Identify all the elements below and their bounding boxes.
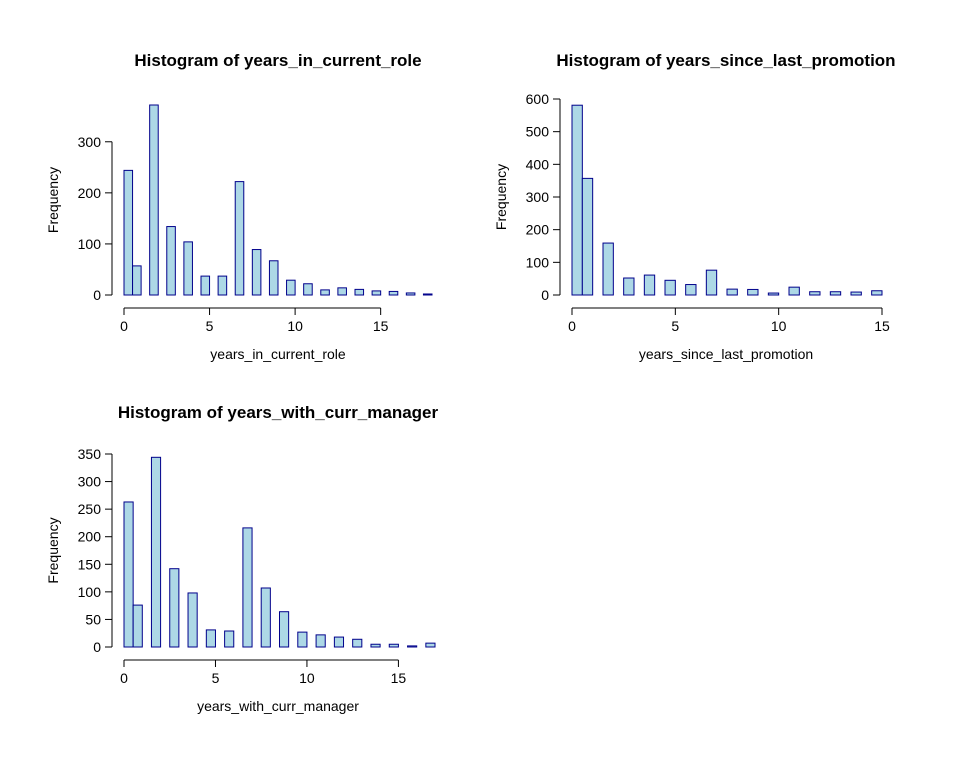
x-tick-label: 15 <box>391 670 407 686</box>
y-tick-label: 0 <box>541 287 549 303</box>
y-tick-label: 100 <box>526 254 550 270</box>
y-tick-label: 150 <box>78 556 102 572</box>
x-tick-label: 5 <box>671 318 679 334</box>
chart-panel: Histogram of years_in_current_role years_… <box>45 51 433 362</box>
y-tick-label: 100 <box>78 236 102 252</box>
bar <box>187 592 198 648</box>
bar <box>571 104 583 296</box>
bar <box>337 287 347 296</box>
bar <box>132 265 142 296</box>
x-tick-label: 15 <box>373 318 389 334</box>
bar <box>286 279 296 296</box>
bar <box>166 226 176 296</box>
chart-panel: Histogram of years_since_last_promotiony… <box>493 51 896 362</box>
bar <box>705 269 718 296</box>
bar <box>217 275 228 296</box>
x-tick-label: 5 <box>206 318 214 334</box>
bar <box>149 104 159 296</box>
chart-title: Histogram of years_with_curr_manager <box>118 403 439 422</box>
bar <box>850 291 862 296</box>
chart-title: Histogram of years_since_last_promotion <box>556 51 895 70</box>
x-tick-label: 5 <box>212 670 220 686</box>
y-tick-label: 600 <box>526 91 550 107</box>
bar <box>251 249 262 296</box>
x-tick-label: 0 <box>120 670 128 686</box>
bar <box>664 279 676 296</box>
x-axis-label: years_since_last_promotion <box>639 346 813 362</box>
x-axis-label: years_in_current_role <box>210 346 346 362</box>
bar <box>169 568 180 648</box>
bar <box>205 629 216 648</box>
bar <box>123 501 134 648</box>
bar <box>643 274 656 296</box>
bar <box>767 292 780 296</box>
y-axis-label: Frequency <box>45 167 61 233</box>
x-tick-label: 15 <box>874 318 890 334</box>
bar <box>183 241 193 296</box>
bar <box>685 284 697 296</box>
bar <box>320 289 330 296</box>
bar <box>297 631 308 648</box>
y-axis-label: Frequency <box>493 164 509 230</box>
bar <box>405 292 416 296</box>
x-axis-label: years_with_curr_manager <box>197 698 359 714</box>
y-tick-label: 350 <box>78 446 102 462</box>
bar <box>150 456 162 648</box>
bar <box>315 634 326 648</box>
y-tick-label: 400 <box>526 156 550 172</box>
bar <box>370 643 381 648</box>
bar <box>333 636 345 648</box>
y-tick-label: 300 <box>78 134 102 150</box>
chart-panel: Histogram of years_with_curr_manageryear… <box>45 403 439 714</box>
bar <box>303 283 313 296</box>
bar <box>371 290 382 296</box>
x-tick-label: 10 <box>771 318 787 334</box>
bar <box>132 604 143 648</box>
y-tick-label: 50 <box>85 611 101 627</box>
bar <box>352 638 363 648</box>
bar <box>425 642 436 648</box>
y-tick-label: 300 <box>78 474 102 490</box>
y-tick-label: 100 <box>78 584 102 600</box>
bar <box>422 293 433 296</box>
bar <box>809 291 821 296</box>
x-tick-label: 10 <box>287 318 303 334</box>
chart-title: Histogram of years_in_current_role <box>134 51 421 70</box>
bar <box>726 288 738 296</box>
bar <box>788 286 800 296</box>
y-axis-label: Frequency <box>45 517 61 583</box>
bar <box>260 587 271 648</box>
x-tick-label: 10 <box>299 670 315 686</box>
bar <box>388 290 399 296</box>
y-tick-label: 0 <box>93 287 101 303</box>
y-tick-label: 200 <box>78 529 102 545</box>
bar <box>623 277 635 296</box>
bar <box>602 242 614 296</box>
x-tick-label: 0 <box>568 318 576 334</box>
bar <box>747 288 759 296</box>
y-tick-label: 0 <box>93 639 101 655</box>
bar <box>234 181 245 296</box>
bar <box>200 275 211 296</box>
y-tick-label: 200 <box>526 222 550 238</box>
y-tick-label: 250 <box>78 501 102 517</box>
bar <box>224 630 235 648</box>
bar <box>829 291 842 296</box>
bar <box>268 260 279 296</box>
y-tick-label: 300 <box>526 189 550 205</box>
bar <box>388 643 399 648</box>
bar <box>581 177 594 296</box>
x-tick-label: 0 <box>120 318 128 334</box>
y-tick-label: 200 <box>78 185 102 201</box>
bar <box>242 527 253 648</box>
bar <box>279 611 290 648</box>
bar <box>871 290 883 296</box>
bar <box>123 169 134 296</box>
bar <box>407 645 418 648</box>
bar <box>354 288 365 296</box>
y-tick-label: 500 <box>526 124 550 140</box>
